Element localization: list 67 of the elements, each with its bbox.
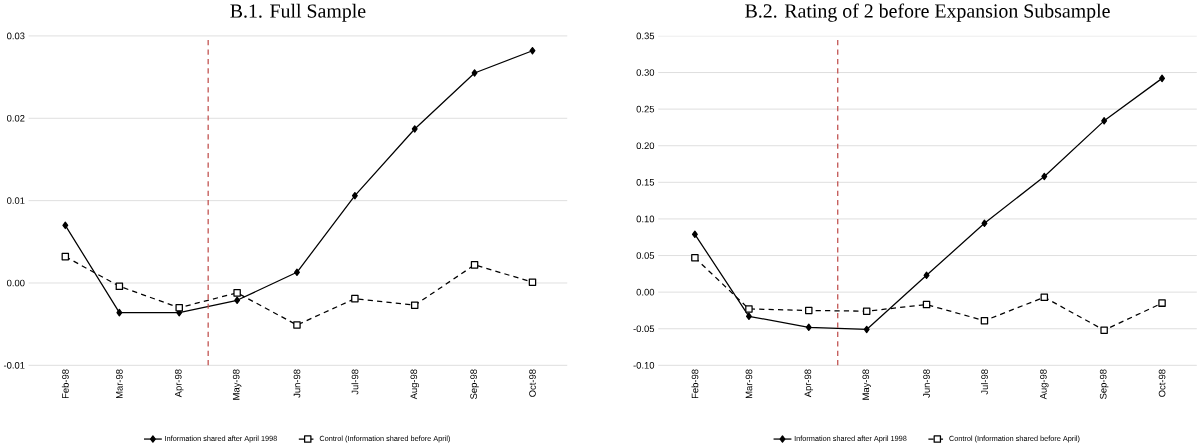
point bbox=[528, 278, 537, 287]
point bbox=[923, 271, 930, 280]
x-tick-label: Feb-98 bbox=[691, 369, 699, 399]
point bbox=[175, 304, 183, 312]
x-tick-label: Mar-98 bbox=[116, 369, 123, 399]
x-tick-label: Oct-98 bbox=[529, 369, 536, 397]
point bbox=[805, 323, 812, 332]
point bbox=[691, 254, 699, 262]
x-tick-label: Jun-98 bbox=[293, 369, 301, 398]
y-tick-label: -0.05 bbox=[633, 325, 655, 333]
x-tick-label: Jun-98 bbox=[923, 369, 930, 398]
x-tick-label: Mar-98 bbox=[745, 369, 753, 399]
point bbox=[1040, 293, 1049, 302]
y-tick-label: -0.10 bbox=[633, 362, 655, 369]
point bbox=[529, 47, 536, 55]
x-tick-label: Aug-98 bbox=[1040, 369, 1049, 400]
point bbox=[1041, 172, 1048, 181]
x-tick-label: Aug-98 bbox=[410, 369, 419, 400]
y-tick-label: 0.00 bbox=[636, 288, 655, 296]
x-tick-label: Jul-98 bbox=[980, 369, 988, 395]
point bbox=[293, 321, 301, 329]
point bbox=[1159, 74, 1166, 83]
x-tick-label: May-98 bbox=[862, 369, 871, 400]
y-tick-label: 0.00 bbox=[6, 279, 25, 287]
point bbox=[862, 307, 871, 316]
point bbox=[745, 312, 752, 321]
point bbox=[981, 219, 988, 228]
y-tick-label: -0.01 bbox=[3, 362, 25, 369]
point bbox=[1101, 117, 1108, 125]
point bbox=[691, 230, 698, 239]
y-tick-label: 0.05 bbox=[636, 252, 655, 260]
y-tick-label: 0.30 bbox=[636, 69, 655, 77]
point bbox=[293, 268, 300, 277]
x-tick-label: Sep-98 bbox=[1099, 369, 1109, 400]
x-tick-label: Jul-98 bbox=[351, 369, 359, 395]
y-tick-label: 0.15 bbox=[636, 179, 655, 186]
point bbox=[351, 295, 359, 303]
y-tick-label: 0.03 bbox=[6, 32, 25, 40]
point bbox=[805, 306, 813, 315]
y-tick-label: 0.01 bbox=[6, 197, 25, 205]
y-tick-label: 0.25 bbox=[636, 105, 655, 113]
chart-title: B.1. Full Sample bbox=[230, 3, 366, 22]
point bbox=[351, 192, 358, 200]
point bbox=[470, 261, 479, 269]
x-tick-label: Apr-98 bbox=[804, 369, 814, 398]
y-tick-label: 0.35 bbox=[636, 32, 655, 40]
point bbox=[233, 289, 241, 297]
x-tick-label: May-98 bbox=[232, 369, 242, 400]
point bbox=[116, 309, 123, 317]
y-tick-label: 0.02 bbox=[6, 115, 25, 122]
x-tick-label: Sep-98 bbox=[470, 369, 479, 400]
chart-title: B.2. Rating of 2 before Expansion Subsample bbox=[745, 3, 1110, 22]
x-tick-label: Apr-98 bbox=[174, 369, 184, 398]
x-tick-label: Feb-98 bbox=[61, 369, 69, 399]
point bbox=[1100, 326, 1108, 335]
point bbox=[471, 69, 478, 77]
point bbox=[115, 282, 124, 291]
point bbox=[1158, 299, 1166, 308]
point bbox=[410, 301, 419, 310]
y-tick-label: 0.20 bbox=[636, 142, 655, 150]
point bbox=[62, 221, 69, 230]
point bbox=[863, 325, 870, 334]
point bbox=[745, 305, 753, 313]
point bbox=[411, 125, 418, 133]
x-tick-label: Oct-98 bbox=[1158, 369, 1166, 397]
y-tick-label: 0.10 bbox=[636, 215, 655, 223]
point bbox=[234, 296, 241, 305]
